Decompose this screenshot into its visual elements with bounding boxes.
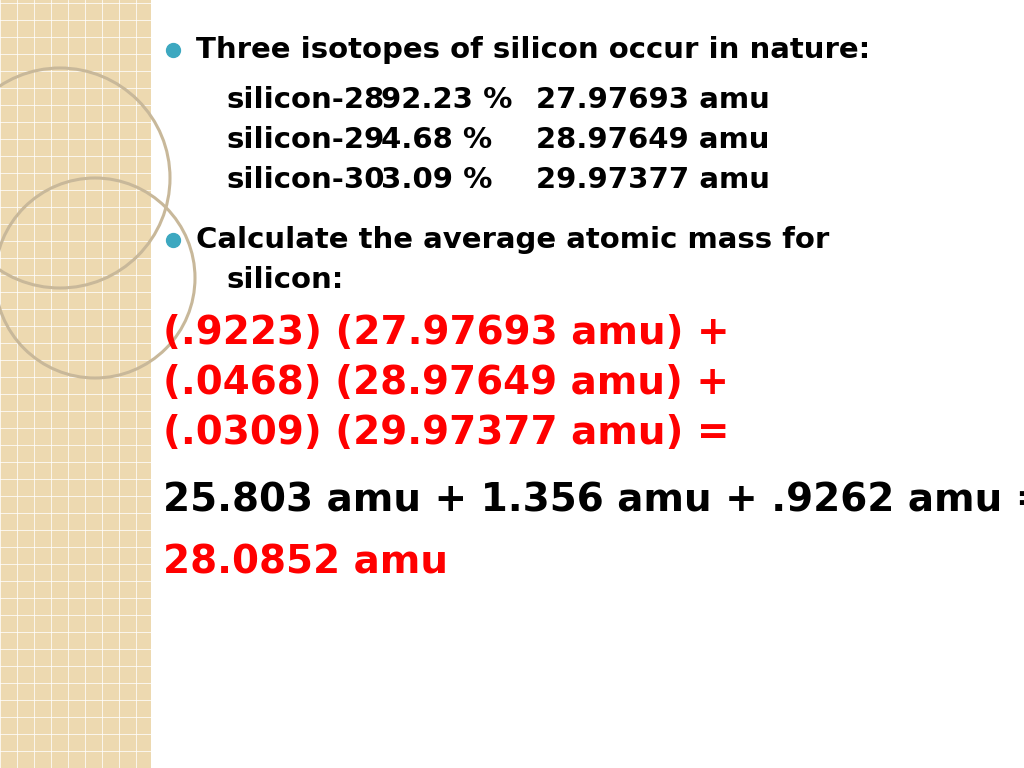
Bar <box>0 0 151 768</box>
Text: Three isotopes of silicon occur in nature:: Three isotopes of silicon occur in natur… <box>196 36 870 64</box>
Text: 28.0852 amu: 28.0852 amu <box>163 544 449 582</box>
Text: (.9223) (27.97693 amu) +: (.9223) (27.97693 amu) + <box>163 314 730 352</box>
Text: Calculate the average atomic mass for: Calculate the average atomic mass for <box>196 226 829 254</box>
Text: 29.97377 amu: 29.97377 amu <box>536 166 770 194</box>
Text: (.0468) (28.97649 amu) +: (.0468) (28.97649 amu) + <box>163 364 729 402</box>
Text: (.0309) (29.97377 amu) =: (.0309) (29.97377 amu) = <box>163 414 729 452</box>
Text: silicon-29: silicon-29 <box>226 126 384 154</box>
Text: silicon-30: silicon-30 <box>226 166 384 194</box>
Text: silicon-28: silicon-28 <box>226 86 384 114</box>
Text: 28.97649 amu: 28.97649 amu <box>536 126 769 154</box>
Text: 25.803 amu + 1.356 amu + .9262 amu =: 25.803 amu + 1.356 amu + .9262 amu = <box>163 481 1024 519</box>
Text: 4.68 %: 4.68 % <box>381 126 493 154</box>
Text: 27.97693 amu: 27.97693 amu <box>536 86 770 114</box>
Text: silicon:: silicon: <box>226 266 343 294</box>
Text: 3.09 %: 3.09 % <box>381 166 493 194</box>
Text: 92.23 %: 92.23 % <box>381 86 512 114</box>
